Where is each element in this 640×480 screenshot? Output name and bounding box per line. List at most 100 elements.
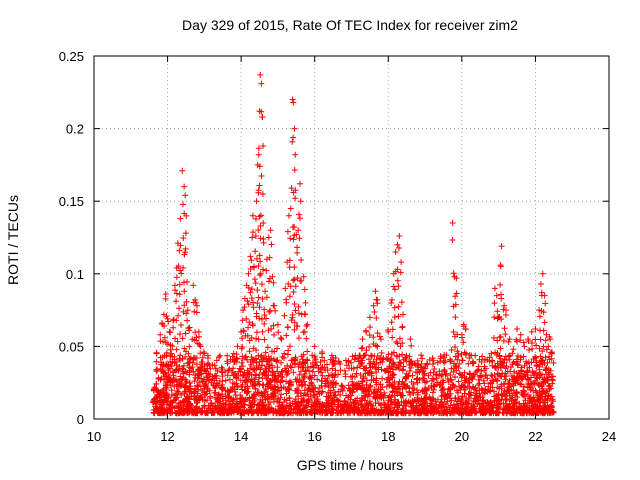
data-point — [274, 378, 281, 385]
data-point — [451, 405, 458, 412]
data-point — [475, 366, 482, 373]
data-point — [178, 270, 185, 277]
data-point — [191, 409, 198, 416]
data-point — [289, 138, 296, 145]
data-point — [399, 405, 406, 412]
data-point — [157, 365, 164, 372]
data-point — [197, 367, 204, 374]
data-point — [453, 290, 460, 297]
data-point — [246, 319, 253, 326]
data-point — [342, 357, 349, 364]
data-point — [245, 270, 252, 277]
data-point — [173, 290, 180, 297]
data-point — [250, 382, 257, 389]
data-point — [372, 364, 379, 371]
data-point — [377, 391, 384, 398]
data-point — [470, 359, 477, 366]
data-point — [466, 352, 473, 359]
data-point — [284, 385, 291, 392]
data-point — [452, 373, 459, 380]
data-point — [509, 392, 516, 399]
data-point — [190, 282, 197, 289]
data-point — [403, 358, 410, 365]
data-point — [543, 406, 550, 413]
data-point — [169, 343, 176, 350]
data-point — [505, 338, 512, 345]
data-point — [498, 291, 505, 298]
data-point — [238, 359, 245, 366]
data-point — [175, 404, 182, 411]
data-point — [290, 99, 297, 106]
data-point — [234, 382, 241, 389]
data-point — [523, 358, 530, 365]
data-point — [328, 352, 335, 359]
data-point — [258, 80, 265, 87]
data-point — [198, 409, 205, 416]
data-point — [290, 277, 297, 284]
data-point — [479, 410, 486, 417]
data-point — [258, 281, 265, 288]
data-point — [532, 353, 539, 360]
data-point — [385, 351, 392, 358]
data-point — [511, 410, 518, 417]
data-point — [194, 302, 200, 309]
data-point — [541, 319, 548, 326]
data-point — [307, 393, 314, 400]
data-point — [364, 409, 371, 416]
data-point — [312, 385, 319, 392]
data-point — [286, 343, 293, 350]
data-point — [523, 407, 530, 414]
data-point — [295, 310, 302, 317]
data-point — [157, 397, 164, 404]
data-point — [501, 406, 508, 413]
data-point — [549, 377, 556, 384]
data-point — [498, 373, 505, 380]
data-point — [414, 357, 421, 364]
data-point — [254, 287, 261, 294]
data-point — [240, 328, 247, 335]
data-point — [397, 269, 404, 276]
data-point — [257, 258, 264, 265]
data-point — [250, 229, 257, 236]
data-point — [237, 377, 244, 384]
data-point — [271, 331, 278, 338]
data-point — [523, 368, 530, 375]
data-point — [524, 371, 531, 378]
data-point — [372, 395, 379, 402]
data-point — [198, 375, 205, 382]
data-point — [465, 410, 472, 417]
y-tick-label: 0.05 — [59, 339, 84, 354]
data-point — [193, 400, 200, 407]
data-point — [213, 357, 220, 364]
data-point — [430, 357, 437, 364]
data-point — [224, 393, 231, 400]
data-point — [517, 381, 524, 388]
data-point — [307, 374, 314, 381]
data-point — [256, 358, 263, 365]
grid — [94, 56, 609, 419]
data-point — [534, 391, 541, 398]
data-point — [294, 323, 301, 330]
data-point — [173, 298, 180, 305]
data-point — [246, 395, 253, 402]
data-point — [221, 408, 228, 415]
data-point — [409, 404, 416, 411]
data-point — [218, 385, 225, 392]
data-point — [498, 391, 505, 398]
data-point — [262, 288, 269, 295]
data-point — [297, 389, 304, 396]
data-point — [150, 397, 157, 404]
data-point — [241, 401, 248, 408]
data-point — [506, 356, 513, 363]
data-point — [542, 354, 549, 361]
data-point — [255, 187, 262, 194]
data-point — [274, 357, 281, 364]
data-point — [187, 401, 194, 408]
data-point — [376, 333, 383, 340]
data-point — [225, 367, 232, 374]
data-point — [205, 377, 212, 384]
data-point — [542, 366, 549, 373]
data-point — [180, 370, 187, 377]
data-point — [378, 349, 385, 356]
data-point — [423, 386, 430, 393]
